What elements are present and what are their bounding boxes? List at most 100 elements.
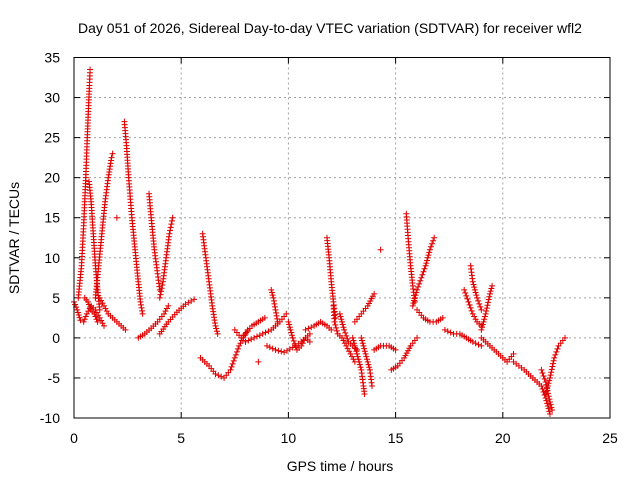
- data-point: [486, 290, 493, 297]
- x-tick-label: 25: [602, 430, 618, 446]
- data-point: [214, 330, 221, 337]
- data-point: [161, 310, 168, 317]
- data-point: [344, 335, 351, 342]
- data-point: [292, 343, 299, 350]
- data-point: [546, 396, 553, 403]
- data-point: [429, 240, 436, 247]
- data-point: [546, 398, 553, 405]
- y-tick-label: 15: [44, 210, 60, 226]
- data-point: [103, 308, 110, 315]
- data-point: [346, 348, 353, 355]
- data-point: [551, 354, 558, 361]
- data-point: [75, 309, 82, 316]
- data-point: [137, 298, 144, 305]
- data-point: [439, 314, 446, 321]
- data-point: [215, 372, 222, 379]
- data-point: [82, 313, 89, 320]
- data-point: [441, 326, 448, 333]
- data-point: [236, 342, 243, 349]
- y-tick-label: 5: [52, 290, 60, 306]
- data-point: [91, 310, 98, 317]
- data-point: [544, 400, 551, 407]
- data-point: [420, 268, 427, 275]
- x-tick-label: 5: [177, 430, 185, 446]
- data-point: [472, 316, 479, 323]
- data-point: [347, 350, 354, 357]
- data-point: [548, 404, 555, 411]
- data-point: [77, 317, 84, 324]
- data-point: [424, 257, 431, 264]
- data-point: [419, 271, 426, 278]
- data-point: [355, 356, 362, 363]
- data-point: [362, 350, 369, 357]
- data-point: [308, 324, 315, 331]
- data-point: [336, 310, 343, 317]
- data-point: [74, 306, 81, 313]
- data-point: [354, 350, 361, 357]
- data-point: [542, 378, 549, 385]
- data-point: [232, 351, 239, 358]
- data-point: [471, 313, 478, 320]
- plot-frame: [73, 57, 611, 419]
- data-point: [550, 357, 557, 364]
- data-point: [168, 221, 175, 228]
- data-point: [426, 246, 433, 253]
- data-point: [359, 340, 366, 347]
- data-point: [337, 313, 344, 320]
- data-point: [256, 332, 263, 339]
- data-point: [547, 372, 554, 379]
- data-point: [156, 294, 163, 301]
- data-point: [92, 313, 99, 320]
- data-point: [261, 314, 268, 321]
- data-point: [470, 281, 477, 288]
- data-point: [84, 298, 91, 305]
- y-tick-label: -10: [40, 410, 60, 426]
- data-point: [302, 326, 309, 333]
- data-point: [158, 288, 165, 295]
- data-point: [412, 292, 419, 299]
- data-point: [165, 302, 172, 309]
- tick-layer: 0 5 10 15 20 25 -10 -5 0 5 10 15 20 25 30 35: [40, 50, 618, 447]
- data-point: [426, 249, 433, 256]
- data-point: [163, 305, 170, 312]
- data-point: [351, 340, 358, 347]
- data-point: [479, 321, 486, 328]
- data-point: [109, 150, 116, 157]
- data-point: [259, 330, 266, 337]
- data-point: [483, 307, 490, 314]
- y-tick-label: 0: [52, 330, 60, 346]
- data-point: [548, 366, 555, 373]
- data-point: [283, 310, 290, 317]
- data-point: [478, 342, 485, 349]
- y-tick-label: -5: [48, 370, 61, 386]
- data-point: [547, 401, 554, 408]
- data-point: [286, 321, 293, 328]
- data-point: [360, 342, 367, 349]
- data-point: [510, 350, 517, 357]
- y-tick-label: 35: [44, 50, 60, 66]
- data-point: [364, 356, 371, 363]
- data-point: [409, 302, 416, 309]
- data-point: [102, 305, 109, 312]
- x-tick-label: 15: [388, 430, 404, 446]
- x-tick-label: 0: [70, 430, 78, 446]
- data-point: [298, 342, 305, 349]
- data-point: [361, 348, 368, 355]
- data-point: [243, 329, 250, 336]
- data-point: [545, 405, 552, 412]
- y-tick-label: 10: [44, 250, 60, 266]
- data-point: [357, 364, 364, 371]
- data-point: [546, 408, 553, 415]
- data-point: [469, 278, 476, 285]
- data-point: [96, 294, 103, 301]
- data-point: [418, 274, 425, 281]
- data-point: [366, 364, 373, 371]
- data-point: [138, 304, 145, 311]
- data-point: [349, 353, 356, 360]
- data-point: [476, 300, 483, 307]
- data-point: [467, 304, 474, 311]
- data-point: [72, 301, 79, 308]
- data-point: [138, 301, 144, 308]
- data-point: [306, 338, 313, 345]
- data-point: [542, 390, 549, 397]
